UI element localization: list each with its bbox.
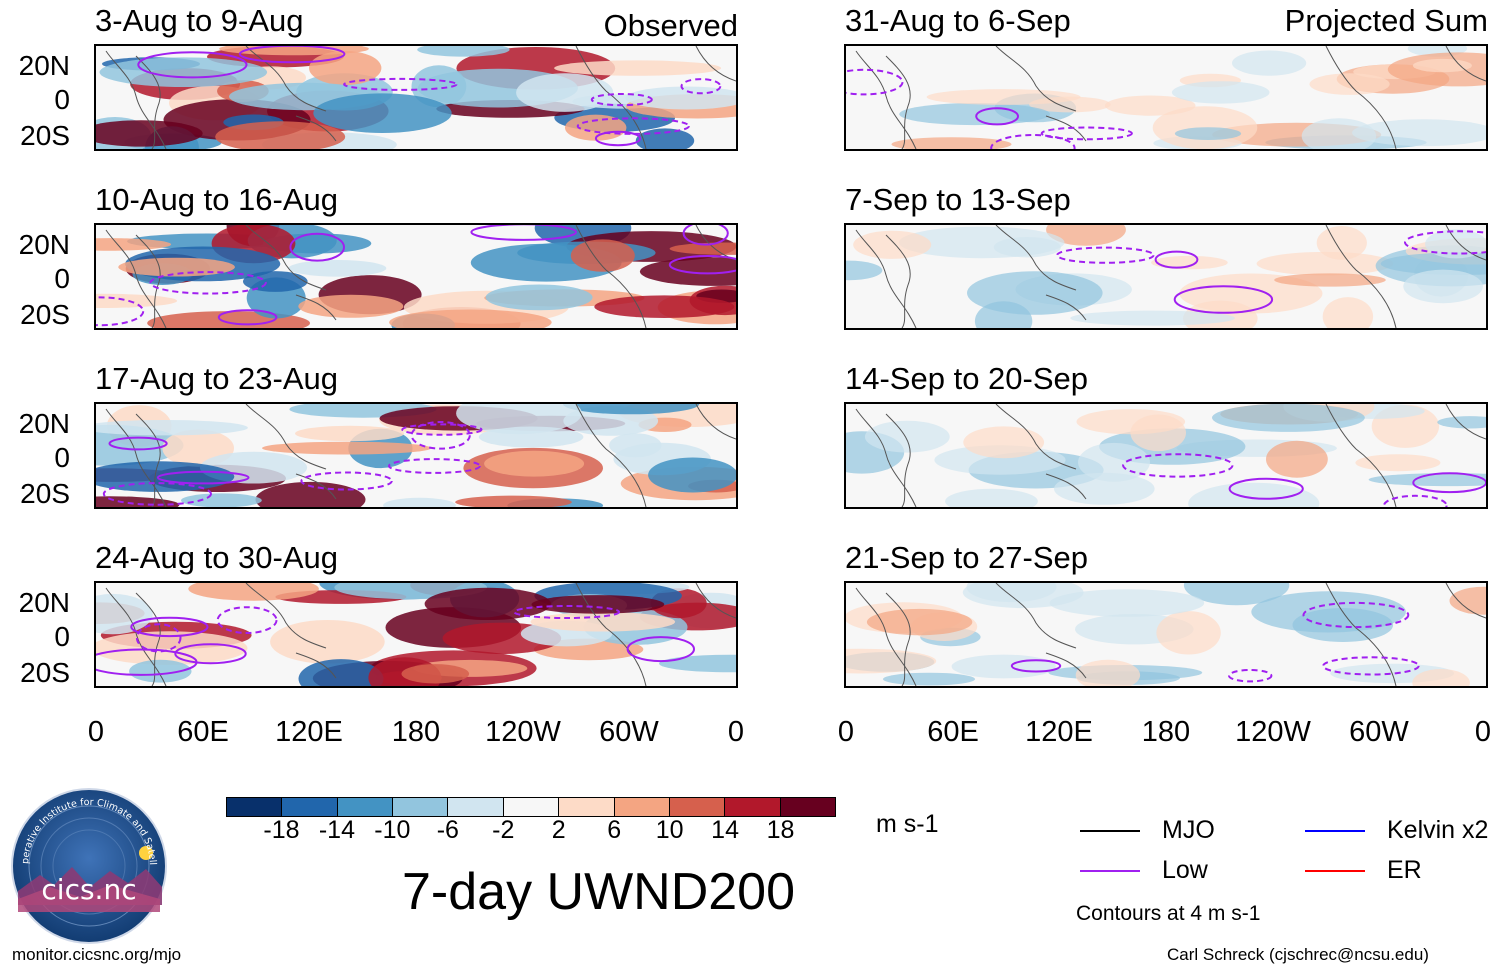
colorbar-swatch	[780, 798, 835, 816]
colorbar-swatch	[448, 798, 504, 816]
x-tick-label: 120E	[1025, 716, 1093, 748]
colorbar-units: m s-1	[876, 810, 939, 838]
legend-line	[1080, 829, 1140, 832]
map-field	[96, 225, 736, 328]
map-field	[846, 404, 1486, 507]
map-field	[96, 46, 736, 149]
x-tick-label: 60W	[1349, 716, 1409, 748]
map-panel	[94, 402, 738, 509]
y-tick-label: 0	[54, 263, 70, 294]
y-tick-label: 0	[54, 621, 70, 652]
colorbar-swatch	[559, 798, 615, 816]
map-panel	[844, 402, 1488, 509]
colorbar-tick-label: 6	[607, 816, 622, 844]
colorbar-tick-label: 18	[766, 816, 795, 844]
colorbar-swatch	[227, 798, 283, 816]
map-panel	[844, 581, 1488, 688]
x-tick-label: 180	[1141, 716, 1191, 748]
panel-title: 24-Aug to 30-Aug	[95, 540, 339, 575]
logo-text: cics.nc	[41, 873, 136, 906]
panel-title: 17-Aug to 23-Aug	[95, 361, 339, 396]
x-tick-label: 60W	[599, 716, 659, 748]
legend-item-mjo: MJO	[1080, 818, 1215, 843]
panel-corner-label: Observed	[603, 8, 738, 43]
map-field	[846, 225, 1486, 328]
map-panel	[94, 44, 738, 151]
colorbar-swatch	[725, 798, 781, 816]
map-field	[96, 583, 736, 686]
panel-title: 14-Sep to 20-Sep	[845, 361, 1089, 396]
legend-item-low: Low	[1080, 858, 1208, 883]
x-tick-label: 0	[87, 716, 105, 748]
colorbar-tick-label: 10	[655, 816, 684, 844]
colorbar-tick-label: -14	[318, 816, 355, 844]
cics-logo: cics.nc Cooperative Institute for Climat…	[10, 787, 167, 944]
colorbar-swatch	[614, 798, 670, 816]
colorbar-swatch	[393, 798, 449, 816]
legend-label: Kelvin x2	[1387, 816, 1489, 844]
x-tick-label: 60E	[177, 716, 229, 748]
map-field	[846, 46, 1486, 149]
y-tick-label: 20S	[20, 478, 70, 509]
panel-title: 7-Sep to 13-Sep	[845, 182, 1071, 217]
figure-title: 7-day UWND200	[402, 863, 796, 921]
colorbar-tick-label: -6	[436, 816, 459, 844]
footer-credit: Carl Schreck (cjschrec@ncsu.edu)	[1167, 945, 1429, 964]
legend-item-kelvin: Kelvin x2	[1305, 818, 1488, 843]
map-field	[96, 404, 736, 507]
map-panel	[844, 44, 1488, 151]
colorbar-swatch	[282, 798, 338, 816]
y-tick-label: 20S	[20, 299, 70, 330]
colorbar-swatch	[337, 798, 394, 816]
panel-title: 3-Aug to 9-Aug	[95, 3, 304, 38]
legend-label: Low	[1162, 856, 1208, 884]
colorbar-swatch	[669, 798, 726, 816]
y-tick-label: 20S	[20, 120, 70, 151]
x-tick-label: 0	[727, 716, 745, 748]
panel-corner-label: Projected Sum	[1284, 3, 1488, 38]
x-tick-label: 0	[1474, 716, 1492, 748]
panel-title: 31-Aug to 6-Sep	[845, 3, 1071, 38]
y-tick-label: 20N	[18, 50, 70, 81]
legend-label: ER	[1387, 856, 1422, 884]
y-tick-label: 0	[54, 84, 70, 115]
y-tick-label: 20N	[18, 229, 70, 260]
x-tick-label: 180	[391, 716, 441, 748]
footer-url: monitor.cicsnc.org/mjo	[12, 945, 182, 964]
colorbar-tick-label: -10	[374, 816, 411, 844]
colorbar-tick-label: -18	[263, 816, 300, 844]
panel-title: 10-Aug to 16-Aug	[95, 182, 339, 217]
colorbar-tick-label: 2	[551, 816, 566, 844]
x-tick-label: 120E	[275, 716, 343, 748]
legend-line	[1305, 869, 1365, 872]
x-tick-label: 60E	[927, 716, 979, 748]
legend-item-er: ER	[1305, 858, 1422, 883]
map-panel	[94, 223, 738, 330]
x-tick-label: 120W	[1235, 716, 1311, 748]
colorbar-swatch	[503, 798, 560, 816]
x-tick-label: 0	[837, 716, 855, 748]
map-panel	[844, 223, 1488, 330]
legend-label: MJO	[1162, 816, 1215, 844]
colorbar-tick-label: 14	[711, 816, 739, 844]
contour-note: Contours at 4 m s-1	[1076, 902, 1261, 925]
map-field	[846, 583, 1486, 686]
x-tick-label: 120W	[485, 716, 561, 748]
y-tick-label: 20N	[18, 408, 70, 439]
panel-title: 21-Sep to 27-Sep	[845, 540, 1089, 575]
colorbar-tick-label: -2	[492, 816, 515, 844]
y-tick-label: 0	[54, 442, 70, 473]
legend-line	[1080, 869, 1140, 872]
colorbar	[226, 797, 836, 817]
legend-line	[1305, 829, 1365, 832]
y-tick-label: 20N	[18, 587, 70, 618]
y-tick-label: 20S	[20, 657, 70, 688]
map-panel	[94, 581, 738, 688]
